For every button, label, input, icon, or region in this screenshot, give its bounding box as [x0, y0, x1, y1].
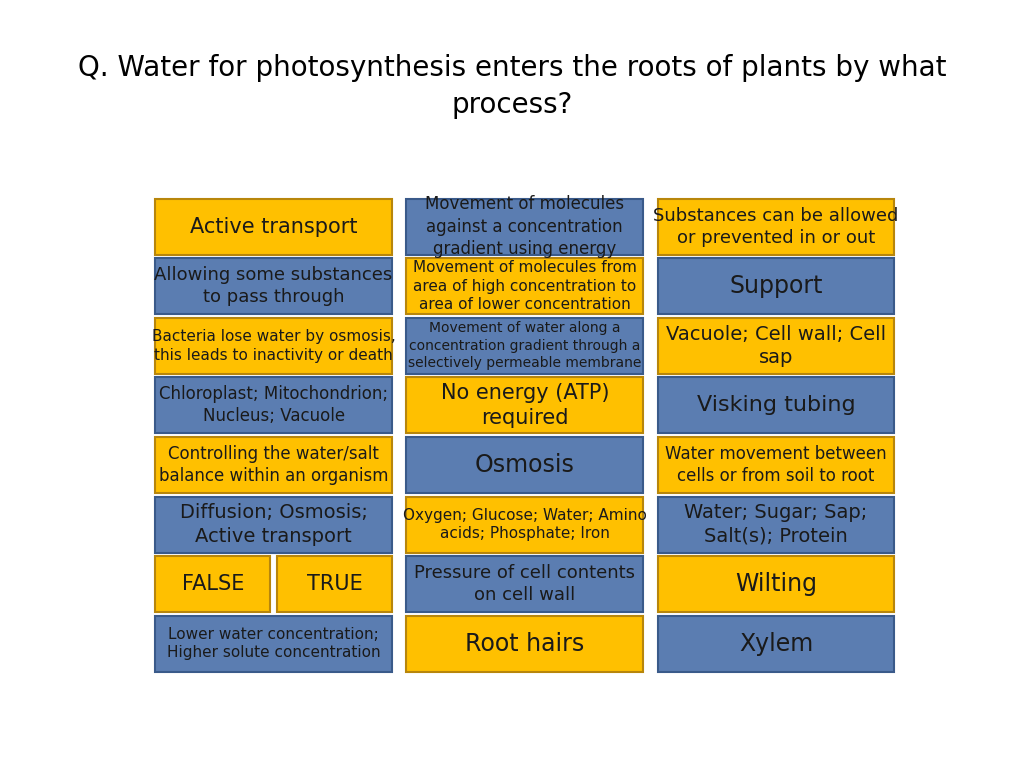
- FancyBboxPatch shape: [657, 556, 895, 612]
- FancyBboxPatch shape: [407, 556, 643, 612]
- Text: Controlling the water/salt
balance within an organism: Controlling the water/salt balance withi…: [159, 445, 388, 485]
- FancyBboxPatch shape: [407, 437, 643, 493]
- Text: Support: Support: [729, 274, 822, 298]
- Text: Visking tubing: Visking tubing: [696, 396, 855, 415]
- FancyBboxPatch shape: [155, 258, 392, 314]
- FancyBboxPatch shape: [155, 556, 270, 612]
- Text: Wilting: Wilting: [735, 572, 817, 596]
- FancyBboxPatch shape: [657, 496, 895, 552]
- FancyBboxPatch shape: [657, 377, 895, 433]
- FancyBboxPatch shape: [657, 616, 895, 672]
- Text: Vacuole; Cell wall; Cell
sap: Vacuole; Cell wall; Cell sap: [666, 325, 886, 367]
- FancyBboxPatch shape: [407, 258, 643, 314]
- Text: Osmosis: Osmosis: [475, 453, 574, 477]
- Text: FALSE: FALSE: [181, 574, 244, 594]
- Text: Substances can be allowed
or prevented in or out: Substances can be allowed or prevented i…: [653, 207, 899, 247]
- FancyBboxPatch shape: [155, 377, 392, 433]
- FancyBboxPatch shape: [407, 377, 643, 433]
- FancyBboxPatch shape: [155, 616, 392, 672]
- Text: Root hairs: Root hairs: [465, 631, 585, 656]
- Text: Allowing some substances
to pass through: Allowing some substances to pass through: [155, 266, 393, 306]
- Text: No energy (ATP)
required: No energy (ATP) required: [440, 383, 609, 428]
- FancyBboxPatch shape: [657, 318, 895, 374]
- Text: Diffusion; Osmosis;
Active transport: Diffusion; Osmosis; Active transport: [179, 503, 368, 546]
- Text: Water; Sugar; Sap;
Salt(s); Protein: Water; Sugar; Sap; Salt(s); Protein: [684, 503, 867, 546]
- Text: Movement of water along a
concentration gradient through a
selectively permeable: Movement of water along a concentration …: [409, 322, 641, 370]
- FancyBboxPatch shape: [407, 496, 643, 552]
- FancyBboxPatch shape: [407, 318, 643, 374]
- Text: TRUE: TRUE: [306, 574, 362, 594]
- FancyBboxPatch shape: [155, 199, 392, 255]
- Text: Oxygen; Glucose; Water; Amino
acids; Phosphate; Iron: Oxygen; Glucose; Water; Amino acids; Pho…: [402, 508, 647, 541]
- FancyBboxPatch shape: [155, 437, 392, 493]
- FancyBboxPatch shape: [407, 616, 643, 672]
- FancyBboxPatch shape: [657, 437, 895, 493]
- Text: Bacteria lose water by osmosis,
this leads to inactivity or death: Bacteria lose water by osmosis, this lea…: [152, 329, 395, 362]
- Text: Active transport: Active transport: [189, 217, 357, 237]
- Text: Chloroplast; Mitochondrion;
Nucleus; Vacuole: Chloroplast; Mitochondrion; Nucleus; Vac…: [159, 386, 388, 425]
- Text: Pressure of cell contents
on cell wall: Pressure of cell contents on cell wall: [415, 564, 635, 604]
- Text: Lower water concentration;
Higher solute concentration: Lower water concentration; Higher solute…: [167, 627, 380, 660]
- FancyBboxPatch shape: [657, 199, 895, 255]
- FancyBboxPatch shape: [155, 318, 392, 374]
- Text: Movement of molecules
against a concentration
gradient using energy: Movement of molecules against a concentr…: [425, 195, 625, 258]
- Text: Xylem: Xylem: [739, 631, 813, 656]
- Text: Movement of molecules from
area of high concentration to
area of lower concentra: Movement of molecules from area of high …: [413, 260, 637, 313]
- FancyBboxPatch shape: [657, 258, 895, 314]
- FancyBboxPatch shape: [155, 496, 392, 552]
- FancyBboxPatch shape: [276, 556, 392, 612]
- FancyBboxPatch shape: [407, 199, 643, 255]
- Text: Q. Water for photosynthesis enters the roots of plants by what
process?: Q. Water for photosynthesis enters the r…: [78, 54, 946, 118]
- Text: Water movement between
cells or from soil to root: Water movement between cells or from soi…: [666, 445, 887, 485]
